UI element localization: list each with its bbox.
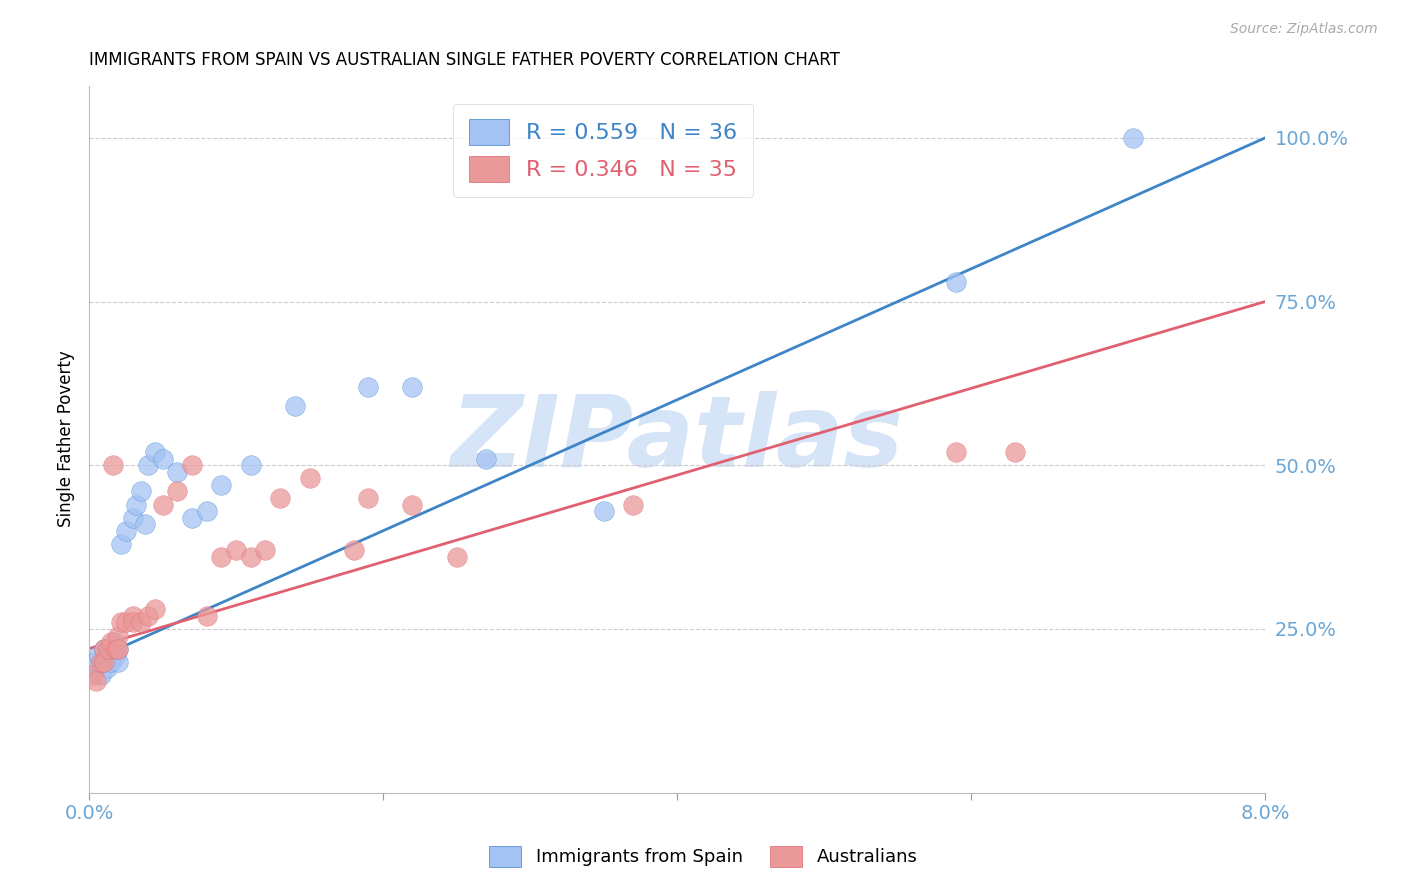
Point (114, 615, 136, 630)
Legend: Immigrants from Spain, Australians: Immigrants from Spain, Australians (481, 838, 925, 874)
Point (90, 655, 112, 669)
Text: Source: ZipAtlas.com: Source: ZipAtlas.com (1230, 22, 1378, 37)
Point (945, 275, 967, 289)
Point (101, 641, 124, 656)
Point (136, 458, 159, 473)
Point (143, 445, 166, 459)
Point (209, 549, 232, 564)
Point (621, 498, 644, 512)
Point (93, 641, 115, 656)
Point (98, 641, 121, 656)
Point (110, 615, 132, 630)
Point (239, 549, 262, 564)
Point (446, 549, 468, 564)
Point (100, 635, 122, 649)
Text: ZIPatlas: ZIPatlas (450, 391, 904, 488)
Point (114, 524, 136, 538)
Point (134, 517, 156, 532)
Point (195, 608, 218, 623)
Point (298, 471, 321, 485)
Point (152, 498, 174, 512)
Point (239, 458, 262, 473)
Point (343, 543, 366, 558)
Point (97, 648, 120, 662)
Point (1122, 131, 1144, 145)
Point (93, 655, 115, 669)
Point (89, 648, 111, 662)
Point (152, 451, 174, 466)
Point (129, 484, 152, 499)
Point (107, 641, 129, 656)
Point (125, 498, 148, 512)
Point (401, 498, 423, 512)
Point (181, 510, 204, 524)
Point (107, 641, 129, 656)
Point (181, 458, 204, 473)
Point (136, 608, 159, 623)
Point (945, 445, 967, 459)
Point (401, 380, 423, 394)
Point (82, 661, 104, 675)
Point (269, 491, 291, 505)
Point (90, 668, 112, 682)
Point (357, 380, 380, 394)
Point (209, 478, 232, 492)
Point (97, 641, 120, 656)
Point (254, 543, 277, 558)
Point (93, 641, 115, 656)
Point (475, 451, 498, 466)
Point (122, 510, 145, 524)
Point (166, 484, 188, 499)
Point (101, 458, 124, 473)
Point (129, 615, 152, 630)
Point (143, 602, 166, 616)
Point (82, 668, 104, 682)
Point (225, 543, 247, 558)
Point (195, 504, 218, 518)
Point (93, 655, 115, 669)
Point (1004, 445, 1026, 459)
Point (110, 537, 132, 551)
Point (86, 655, 108, 669)
Point (107, 628, 129, 642)
Point (592, 504, 614, 518)
Point (122, 615, 145, 630)
Point (357, 491, 380, 505)
Point (284, 400, 307, 414)
Text: IMMIGRANTS FROM SPAIN VS AUSTRALIAN SINGLE FATHER POVERTY CORRELATION CHART: IMMIGRANTS FROM SPAIN VS AUSTRALIAN SING… (89, 51, 839, 69)
Point (122, 608, 145, 623)
Point (96, 661, 118, 675)
Point (86, 674, 108, 689)
Point (104, 648, 127, 662)
Point (104, 641, 127, 656)
Legend: R = 0.559   N = 36, R = 0.346   N = 35: R = 0.559 N = 36, R = 0.346 N = 35 (453, 103, 754, 197)
Y-axis label: Single Father Poverty: Single Father Poverty (58, 351, 75, 527)
Point (103, 635, 125, 649)
Point (100, 655, 122, 669)
Point (107, 655, 129, 669)
Point (166, 465, 188, 479)
